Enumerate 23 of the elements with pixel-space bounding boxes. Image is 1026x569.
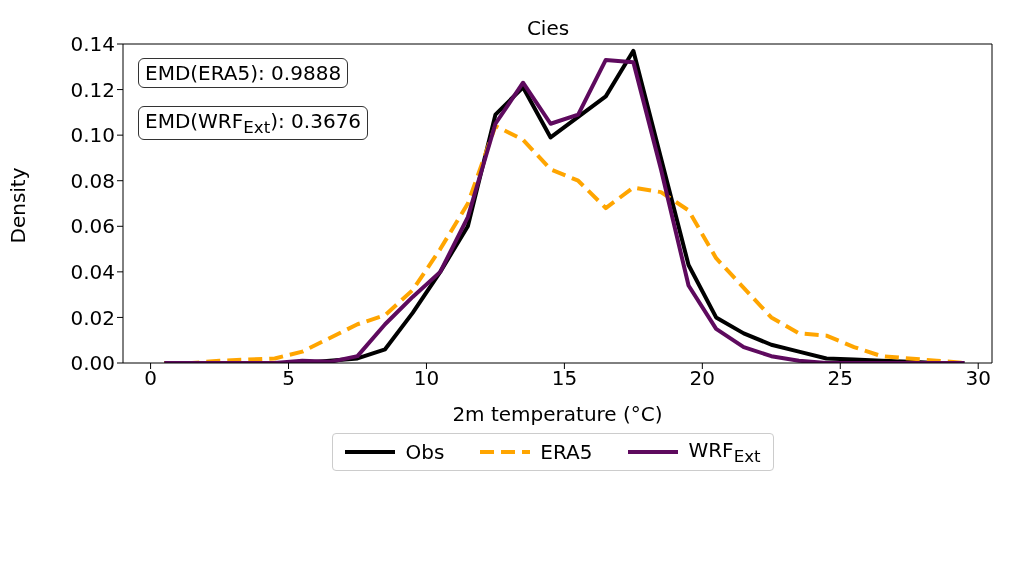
legend-label: ERA5 xyxy=(540,440,593,464)
chart-title: Cies xyxy=(526,16,570,40)
y-tick-label: 0.14 xyxy=(70,32,115,57)
x-axis-title: 2m temperature (°C) xyxy=(452,402,663,426)
y-tick-label: 0.04 xyxy=(70,259,115,284)
x-tick-label: 5 xyxy=(282,366,295,391)
x-tick-label: 15 xyxy=(551,366,578,391)
y-axis-title: Density xyxy=(6,167,31,244)
y-tick-label: 0.12 xyxy=(70,77,115,102)
x-tick-label: 30 xyxy=(965,366,991,391)
y-tick-label: 0.06 xyxy=(70,214,115,239)
annotation: EMD(WRF$_{Ext}$): 0.3676 xyxy=(145,109,362,137)
legend-label: WRF$_{Ext}$ xyxy=(688,438,761,466)
x-tick-label: 20 xyxy=(689,366,716,391)
annotation: EMD(ERA5): 0.9888 xyxy=(145,61,342,85)
y-tick-label: 0.08 xyxy=(70,168,115,193)
y-tick-label: 0.10 xyxy=(70,123,115,148)
y-tick-label: 0.02 xyxy=(70,305,115,330)
x-tick-label: 0 xyxy=(144,366,157,391)
y-tick-label: 0.00 xyxy=(70,351,115,376)
legend-label: Obs xyxy=(405,440,445,464)
x-tick-label: 25 xyxy=(827,366,853,391)
x-tick-label: 10 xyxy=(413,366,440,391)
